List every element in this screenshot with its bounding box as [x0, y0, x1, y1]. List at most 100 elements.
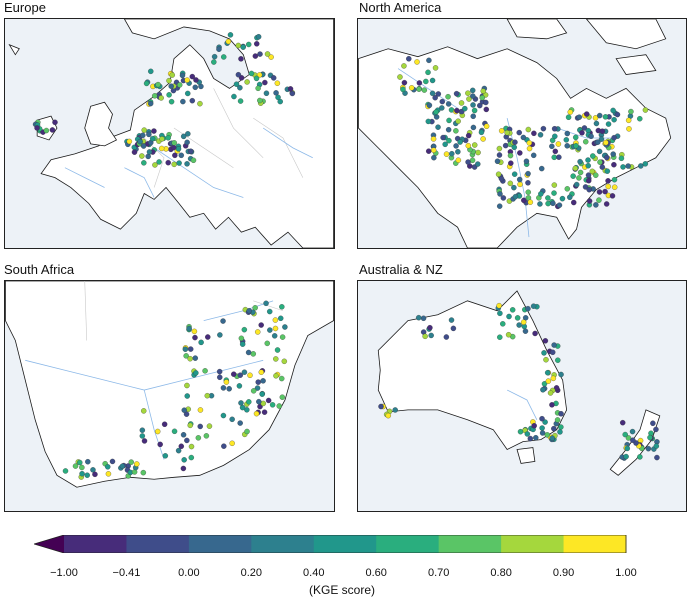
station-marker [514, 315, 521, 321]
colorbar-label: (KGE score) [308, 583, 376, 597]
station-marker [250, 351, 256, 357]
station-marker [542, 338, 549, 344]
station-marker [238, 400, 244, 406]
station-marker [146, 131, 152, 138]
station-marker [43, 127, 50, 134]
north-america-map[interactable] [357, 18, 687, 249]
station-marker [105, 464, 111, 470]
station-marker [570, 173, 576, 179]
station-marker [521, 197, 527, 204]
colorbar-tick-label: 0.00 [178, 567, 200, 579]
station-marker [471, 107, 478, 114]
station-marker [264, 340, 270, 347]
colorbar-svg [34, 535, 627, 553]
station-marker [453, 143, 459, 149]
station-marker [176, 82, 183, 88]
station-marker [623, 453, 629, 460]
europe-map[interactable] [4, 18, 335, 249]
station-marker [429, 90, 436, 97]
australia-nz-map[interactable] [357, 280, 687, 512]
station-marker [611, 176, 618, 183]
station-marker [445, 101, 452, 107]
station-marker [175, 447, 182, 454]
station-marker [445, 127, 452, 133]
station-marker [602, 188, 608, 195]
colorbar-extend-arrow [34, 535, 64, 553]
station-marker [558, 424, 564, 430]
station-marker [197, 100, 203, 107]
station-marker [564, 186, 571, 192]
station-marker [202, 368, 208, 374]
station-marker [180, 133, 187, 140]
station-marker [426, 102, 433, 108]
station-marker [171, 161, 177, 168]
station-marker [267, 308, 273, 315]
station-marker [252, 305, 258, 311]
station-marker [576, 175, 582, 181]
station-marker [531, 423, 537, 429]
station-marker [564, 130, 571, 137]
station-marker [236, 383, 243, 389]
station-marker [220, 318, 226, 324]
station-marker [265, 397, 272, 404]
station-marker [204, 392, 210, 399]
station-marker [415, 314, 422, 321]
station-marker [176, 160, 182, 166]
station-marker [556, 154, 562, 160]
station-marker [443, 151, 450, 157]
station-marker [244, 407, 250, 413]
station-marker [154, 428, 161, 435]
station-marker [516, 322, 522, 328]
station-marker [509, 307, 516, 313]
station-marker [237, 98, 244, 104]
station-marker [653, 426, 659, 433]
colorbar-tick-label: −1.00 [50, 567, 78, 579]
station-marker [545, 195, 551, 201]
station-marker [465, 159, 471, 165]
station-marker [625, 163, 631, 169]
station-marker [549, 435, 555, 441]
station-marker [614, 111, 621, 118]
station-marker [539, 430, 546, 436]
station-marker [416, 86, 422, 92]
station-marker [289, 90, 296, 97]
station-marker [227, 32, 234, 38]
colorbar-tick-label: 0.60 [365, 567, 387, 579]
station-marker [255, 379, 261, 385]
station-marker [425, 148, 432, 154]
south-africa-map[interactable] [4, 280, 335, 512]
station-marker [525, 170, 531, 177]
station-marker [279, 394, 286, 400]
australia-nz-stations [378, 302, 660, 461]
station-marker [439, 98, 446, 105]
station-marker [273, 373, 279, 379]
station-marker [255, 85, 261, 92]
station-marker [211, 59, 217, 65]
station-marker [517, 150, 523, 156]
station-marker [577, 169, 584, 176]
station-marker [401, 63, 407, 69]
station-marker [531, 130, 537, 137]
station-marker [263, 300, 269, 307]
station-marker [197, 407, 204, 413]
station-marker [279, 334, 286, 340]
station-marker [166, 77, 172, 84]
station-marker [216, 46, 222, 52]
station-marker [545, 378, 552, 384]
station-marker [511, 184, 517, 191]
station-marker [551, 342, 557, 348]
station-marker [187, 148, 194, 154]
station-marker [245, 349, 252, 356]
station-marker [462, 105, 468, 112]
australia-nz-map-canvas [377, 290, 661, 476]
station-marker [552, 133, 558, 140]
station-marker [274, 347, 281, 353]
station-marker [223, 379, 230, 385]
station-marker [525, 126, 532, 133]
europe-map-canvas [8, 19, 334, 248]
station-marker [220, 412, 227, 419]
australia-nz-title: Australia & NZ [359, 262, 443, 277]
station-marker [471, 142, 478, 148]
europe-title: Europe [4, 0, 46, 15]
station-marker [197, 423, 203, 430]
